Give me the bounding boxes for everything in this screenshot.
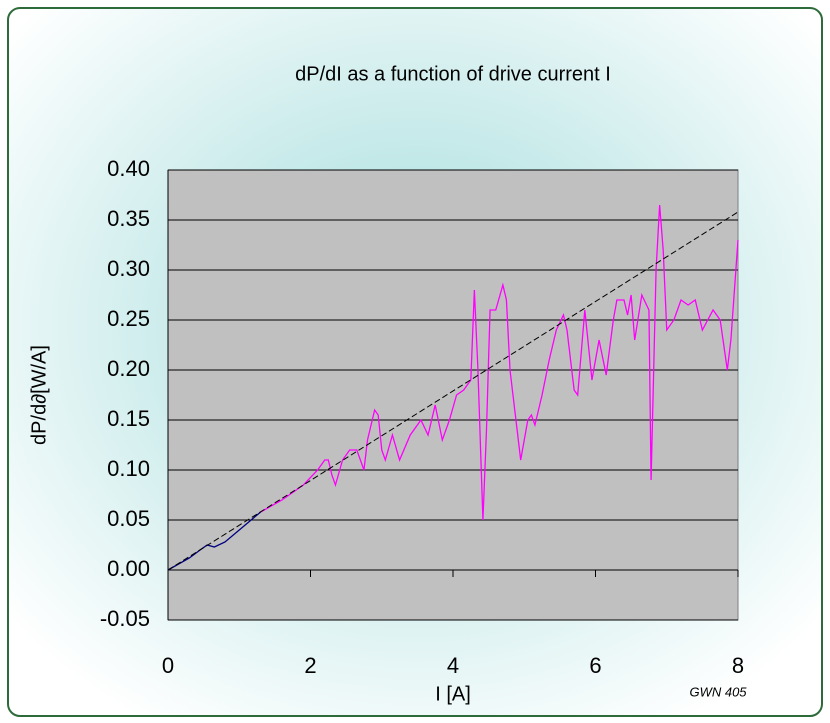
x-tick-label: 6: [589, 653, 601, 678]
y-tick-label: 0.35: [107, 206, 150, 231]
y-tick-label: 0.20: [107, 356, 150, 381]
data-line: [167, 511, 262, 571]
x-tick-label: 8: [732, 653, 744, 678]
data-line: [260, 204, 739, 521]
y-tick-label: 0.40: [107, 156, 150, 181]
y-tick-label: -0.05: [100, 606, 150, 631]
trend-line: [167, 211, 739, 571]
x-tick-label: 2: [304, 653, 316, 678]
y-tick-label: 0.25: [107, 306, 150, 331]
y-tick-label: 0.10: [107, 456, 150, 481]
y-tick-label: 0.05: [107, 506, 150, 531]
plot-area: [167, 169, 739, 621]
y-axis-label: dP/d∂[W/A]: [28, 345, 50, 445]
chart-title: dP/dI as a function of drive current I: [295, 63, 611, 85]
y-tick-label: 0.00: [107, 556, 150, 581]
x-tick-label: 4: [447, 653, 459, 678]
x-tick-label: 0: [162, 653, 174, 678]
y-tick-label: 0.15: [107, 406, 150, 431]
y-tick-label: 0.30: [107, 256, 150, 281]
annotation: GWN 405: [689, 684, 747, 699]
x-axis-label: I [A]: [435, 683, 471, 705]
